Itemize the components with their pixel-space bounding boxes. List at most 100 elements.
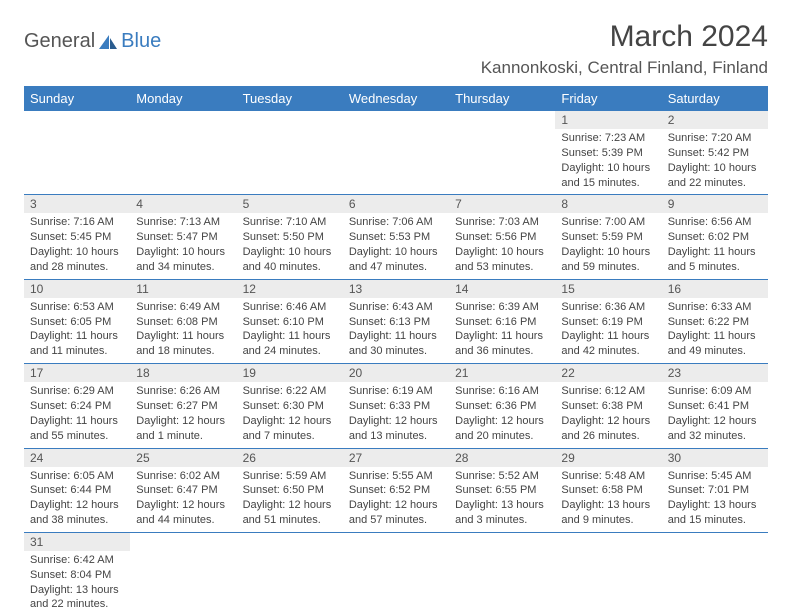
day-header: Friday	[555, 86, 661, 111]
day-details: Sunrise: 6:19 AMSunset: 6:33 PMDaylight:…	[343, 382, 449, 447]
calendar-cell: 2Sunrise: 7:20 AMSunset: 5:42 PMDaylight…	[662, 111, 768, 195]
day-header: Saturday	[662, 86, 768, 111]
day-header: Sunday	[24, 86, 130, 111]
day-number: 12	[237, 280, 343, 298]
calendar-cell: 24Sunrise: 6:05 AMSunset: 6:44 PMDayligh…	[24, 448, 130, 532]
day-details: Sunrise: 7:03 AMSunset: 5:56 PMDaylight:…	[449, 213, 555, 278]
day-number: 30	[662, 449, 768, 467]
day-number: 15	[555, 280, 661, 298]
title-block: March 2024 Kannonkoski, Central Finland,…	[481, 20, 768, 78]
sail-icon	[97, 33, 119, 51]
day-number: 11	[130, 280, 236, 298]
calendar-cell: 19Sunrise: 6:22 AMSunset: 6:30 PMDayligh…	[237, 364, 343, 448]
calendar-cell: 26Sunrise: 5:59 AMSunset: 6:50 PMDayligh…	[237, 448, 343, 532]
calendar-cell: 14Sunrise: 6:39 AMSunset: 6:16 PMDayligh…	[449, 279, 555, 363]
calendar-cell: 6Sunrise: 7:06 AMSunset: 5:53 PMDaylight…	[343, 195, 449, 279]
day-details: Sunrise: 6:56 AMSunset: 6:02 PMDaylight:…	[662, 213, 768, 278]
day-number: 6	[343, 195, 449, 213]
calendar-cell	[24, 111, 130, 195]
calendar-cell: 21Sunrise: 6:16 AMSunset: 6:36 PMDayligh…	[449, 364, 555, 448]
day-number: 16	[662, 280, 768, 298]
day-number: 13	[343, 280, 449, 298]
day-number: 24	[24, 449, 130, 467]
calendar-cell: 10Sunrise: 6:53 AMSunset: 6:05 PMDayligh…	[24, 279, 130, 363]
day-header: Thursday	[449, 86, 555, 111]
day-details: Sunrise: 6:39 AMSunset: 6:16 PMDaylight:…	[449, 298, 555, 363]
day-details: Sunrise: 5:55 AMSunset: 6:52 PMDaylight:…	[343, 467, 449, 532]
day-details: Sunrise: 6:33 AMSunset: 6:22 PMDaylight:…	[662, 298, 768, 363]
calendar-cell	[130, 532, 236, 616]
calendar-cell: 3Sunrise: 7:16 AMSunset: 5:45 PMDaylight…	[24, 195, 130, 279]
calendar-cell: 16Sunrise: 6:33 AMSunset: 6:22 PMDayligh…	[662, 279, 768, 363]
day-details: Sunrise: 6:09 AMSunset: 6:41 PMDaylight:…	[662, 382, 768, 447]
calendar-table: SundayMondayTuesdayWednesdayThursdayFrid…	[24, 86, 768, 616]
day-details: Sunrise: 7:16 AMSunset: 5:45 PMDaylight:…	[24, 213, 130, 278]
day-details: Sunrise: 5:45 AMSunset: 7:01 PMDaylight:…	[662, 467, 768, 532]
calendar-cell: 31Sunrise: 6:42 AMSunset: 8:04 PMDayligh…	[24, 532, 130, 616]
calendar-cell: 17Sunrise: 6:29 AMSunset: 6:24 PMDayligh…	[24, 364, 130, 448]
calendar-cell: 5Sunrise: 7:10 AMSunset: 5:50 PMDaylight…	[237, 195, 343, 279]
day-details: Sunrise: 6:16 AMSunset: 6:36 PMDaylight:…	[449, 382, 555, 447]
day-number: 7	[449, 195, 555, 213]
day-number: 19	[237, 364, 343, 382]
calendar-cell: 1Sunrise: 7:23 AMSunset: 5:39 PMDaylight…	[555, 111, 661, 195]
day-details: Sunrise: 7:20 AMSunset: 5:42 PMDaylight:…	[662, 129, 768, 194]
day-details: Sunrise: 6:53 AMSunset: 6:05 PMDaylight:…	[24, 298, 130, 363]
day-number: 17	[24, 364, 130, 382]
day-number: 2	[662, 111, 768, 129]
day-details: Sunrise: 6:43 AMSunset: 6:13 PMDaylight:…	[343, 298, 449, 363]
day-number: 25	[130, 449, 236, 467]
calendar-cell: 23Sunrise: 6:09 AMSunset: 6:41 PMDayligh…	[662, 364, 768, 448]
calendar-cell	[449, 532, 555, 616]
day-details: Sunrise: 6:26 AMSunset: 6:27 PMDaylight:…	[130, 382, 236, 447]
calendar-cell	[237, 111, 343, 195]
brand-part2: Blue	[121, 30, 161, 53]
calendar-cell	[343, 532, 449, 616]
calendar-cell	[662, 532, 768, 616]
calendar-cell: 7Sunrise: 7:03 AMSunset: 5:56 PMDaylight…	[449, 195, 555, 279]
day-details: Sunrise: 5:59 AMSunset: 6:50 PMDaylight:…	[237, 467, 343, 532]
day-details: Sunrise: 6:46 AMSunset: 6:10 PMDaylight:…	[237, 298, 343, 363]
day-number: 31	[24, 533, 130, 551]
calendar-cell: 25Sunrise: 6:02 AMSunset: 6:47 PMDayligh…	[130, 448, 236, 532]
calendar-cell: 18Sunrise: 6:26 AMSunset: 6:27 PMDayligh…	[130, 364, 236, 448]
calendar-cell: 13Sunrise: 6:43 AMSunset: 6:13 PMDayligh…	[343, 279, 449, 363]
day-details: Sunrise: 6:36 AMSunset: 6:19 PMDaylight:…	[555, 298, 661, 363]
day-number: 21	[449, 364, 555, 382]
calendar-cell: 29Sunrise: 5:48 AMSunset: 6:58 PMDayligh…	[555, 448, 661, 532]
day-details: Sunrise: 5:48 AMSunset: 6:58 PMDaylight:…	[555, 467, 661, 532]
day-number: 8	[555, 195, 661, 213]
calendar-cell: 20Sunrise: 6:19 AMSunset: 6:33 PMDayligh…	[343, 364, 449, 448]
day-header: Tuesday	[237, 86, 343, 111]
day-details: Sunrise: 6:02 AMSunset: 6:47 PMDaylight:…	[130, 467, 236, 532]
day-details: Sunrise: 7:10 AMSunset: 5:50 PMDaylight:…	[237, 213, 343, 278]
calendar-cell: 22Sunrise: 6:12 AMSunset: 6:38 PMDayligh…	[555, 364, 661, 448]
day-number: 14	[449, 280, 555, 298]
day-number: 9	[662, 195, 768, 213]
day-details: Sunrise: 7:00 AMSunset: 5:59 PMDaylight:…	[555, 213, 661, 278]
day-number: 20	[343, 364, 449, 382]
day-header: Monday	[130, 86, 236, 111]
day-number: 28	[449, 449, 555, 467]
brand-part1: General	[24, 30, 95, 53]
day-number: 26	[237, 449, 343, 467]
calendar-cell	[130, 111, 236, 195]
day-details: Sunrise: 6:29 AMSunset: 6:24 PMDaylight:…	[24, 382, 130, 447]
day-number: 18	[130, 364, 236, 382]
day-number: 22	[555, 364, 661, 382]
day-details: Sunrise: 7:13 AMSunset: 5:47 PMDaylight:…	[130, 213, 236, 278]
location: Kannonkoski, Central Finland, Finland	[481, 58, 768, 78]
calendar-cell: 9Sunrise: 6:56 AMSunset: 6:02 PMDaylight…	[662, 195, 768, 279]
calendar-cell	[237, 532, 343, 616]
calendar-cell: 12Sunrise: 6:46 AMSunset: 6:10 PMDayligh…	[237, 279, 343, 363]
day-details: Sunrise: 7:23 AMSunset: 5:39 PMDaylight:…	[555, 129, 661, 194]
day-header: Wednesday	[343, 86, 449, 111]
brand-logo: General Blue	[24, 30, 161, 53]
calendar-cell: 28Sunrise: 5:52 AMSunset: 6:55 PMDayligh…	[449, 448, 555, 532]
calendar-cell: 11Sunrise: 6:49 AMSunset: 6:08 PMDayligh…	[130, 279, 236, 363]
month-title: March 2024	[481, 20, 768, 54]
calendar-cell: 4Sunrise: 7:13 AMSunset: 5:47 PMDaylight…	[130, 195, 236, 279]
day-details: Sunrise: 7:06 AMSunset: 5:53 PMDaylight:…	[343, 213, 449, 278]
calendar-cell: 27Sunrise: 5:55 AMSunset: 6:52 PMDayligh…	[343, 448, 449, 532]
calendar-cell: 30Sunrise: 5:45 AMSunset: 7:01 PMDayligh…	[662, 448, 768, 532]
